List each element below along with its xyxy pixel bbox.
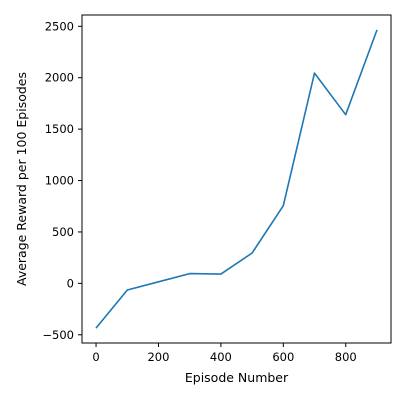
x-axis-ticks: 0 200 400 600 800 [92, 343, 357, 364]
x-tick-label: 800 [335, 350, 357, 364]
series-layer [95, 29, 378, 329]
y-tick-label: 1000 [45, 174, 74, 188]
x-axis-label: Episode Number [185, 370, 289, 385]
plot-frame [81, 14, 392, 344]
y-axis-ticks: −500 0 500 1000 1500 2000 2500 [42, 19, 82, 342]
y-tick-label: 500 [52, 225, 74, 239]
y-tick-label: 2000 [45, 71, 74, 85]
series-line [95, 29, 378, 329]
x-tick-label: 200 [147, 350, 169, 364]
y-axis-label: Average Reward per 100 Episodes [14, 72, 29, 286]
x-tick-label: 400 [210, 350, 232, 364]
y-tick-label: −500 [42, 328, 74, 342]
y-tick-label: 1500 [45, 122, 74, 136]
y-tick-label: 0 [67, 276, 74, 290]
x-tick-label: 0 [92, 350, 99, 364]
x-tick-label: 600 [272, 350, 294, 364]
y-tick-label: 2500 [45, 19, 74, 33]
